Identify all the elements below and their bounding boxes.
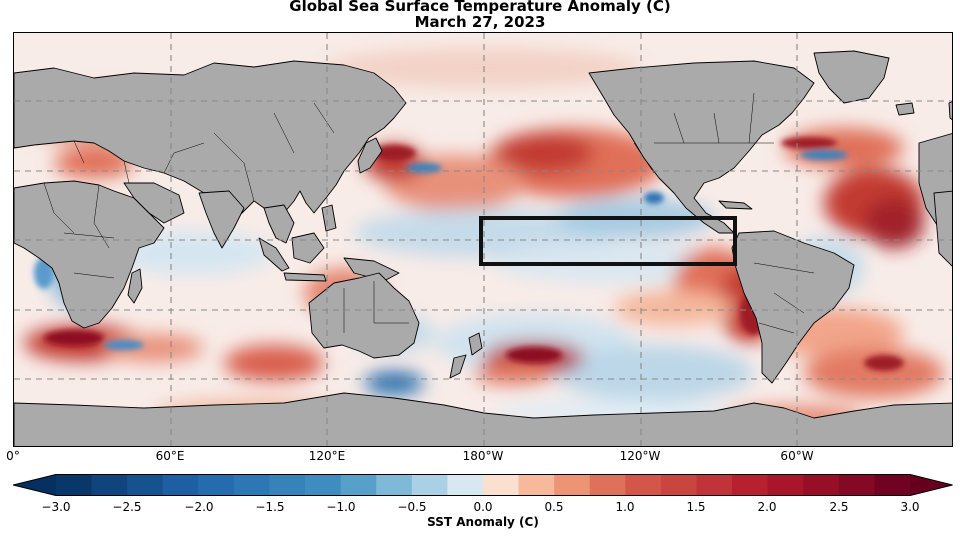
land-eurasia	[14, 60, 407, 224]
land-new-zealand-south	[449, 354, 467, 379]
land-cuba	[718, 200, 753, 210]
x-tick-label: 60°W	[780, 449, 814, 463]
colorbar-segment	[625, 474, 662, 496]
colorbar-segment	[56, 474, 93, 496]
land-south-america	[731, 230, 855, 384]
x-tick-label: 120°E	[308, 449, 346, 463]
colorbar-segments	[13, 474, 953, 496]
colorbar-tick: −0.5	[397, 500, 427, 514]
land-indochina	[263, 204, 295, 244]
colorbar-segment	[447, 474, 484, 496]
map-date: March 27, 2023	[414, 13, 546, 31]
sst-anomaly-map	[13, 32, 953, 447]
colorbar-segment	[518, 474, 555, 496]
colorbar-segment	[162, 474, 199, 496]
colorbar-segment	[874, 474, 911, 496]
land-java	[283, 272, 327, 282]
land-north-america	[588, 60, 815, 234]
colorbar-segment	[767, 474, 804, 496]
nino-region-box	[479, 216, 737, 266]
colorbar-segment	[91, 474, 128, 496]
colorbar-tick: 1.5	[686, 500, 706, 514]
colorbar-tick: 0.5	[544, 500, 564, 514]
colorbar-segment	[732, 474, 769, 496]
colorbar-segment	[660, 474, 697, 496]
colorbar-segment	[127, 474, 164, 496]
gridlines	[14, 33, 952, 446]
x-tick-label: 120°W	[619, 449, 661, 463]
colorbar-segment	[696, 474, 733, 496]
colorbar-tick: −2.5	[112, 500, 142, 514]
land-madagascar	[127, 268, 143, 304]
colorbar-tick: 0.0	[473, 500, 493, 514]
land-masses	[14, 50, 952, 446]
colorbar-tick: 2.5	[829, 500, 849, 514]
land-arabia	[123, 182, 185, 224]
x-tick-label: 0°	[6, 449, 20, 463]
land-india	[198, 190, 245, 249]
map-canvas	[14, 33, 952, 446]
colorbar-segment	[838, 474, 875, 496]
colorbar-tick: 2.0	[757, 500, 777, 514]
land-japan	[357, 137, 383, 174]
colorbar-segment	[554, 474, 591, 496]
colorbar-segment	[305, 474, 342, 496]
land-sumatra	[258, 237, 290, 272]
land-iceland	[895, 102, 915, 116]
colorbar-segment	[803, 474, 840, 496]
colorbar-segment	[411, 474, 448, 496]
colorbar-segment	[376, 474, 413, 496]
x-tick-label: 60°E	[155, 449, 185, 463]
colorbar-segment	[589, 474, 626, 496]
land-africa-east	[933, 190, 952, 267]
land-new-guinea	[343, 257, 400, 282]
map-title: Global Sea Surface Temperature Anomaly (…	[289, 0, 671, 15]
colorbar-label: SST Anomaly (C)	[427, 515, 539, 529]
land-australia	[308, 272, 420, 359]
land-africa	[14, 180, 165, 329]
colorbar-segment	[483, 474, 520, 496]
colorbar-tick: −1.5	[255, 500, 285, 514]
land-antarctica	[14, 392, 952, 446]
colorbar-tick: −1.0	[326, 500, 356, 514]
land-philippines	[321, 204, 337, 232]
colorbar-segment	[340, 474, 377, 496]
land-britain	[948, 101, 952, 121]
colorbar-tick: 1.0	[615, 500, 635, 514]
colorbar-tick: −2.0	[184, 500, 214, 514]
x-tick-label: 180°W	[462, 449, 504, 463]
colorbar	[13, 474, 953, 496]
colorbar-segment	[198, 474, 235, 496]
colorbar-tick: −3.0	[41, 500, 71, 514]
colorbar-extend-min	[13, 474, 56, 496]
colorbar-segment	[269, 474, 306, 496]
colorbar-extend-max	[910, 474, 953, 496]
land-greenland	[813, 50, 890, 104]
colorbar-tick: 3.0	[900, 500, 920, 514]
colorbar-segment	[233, 474, 270, 496]
colorbar-outline	[13, 474, 953, 496]
land-new-zealand	[468, 332, 483, 356]
